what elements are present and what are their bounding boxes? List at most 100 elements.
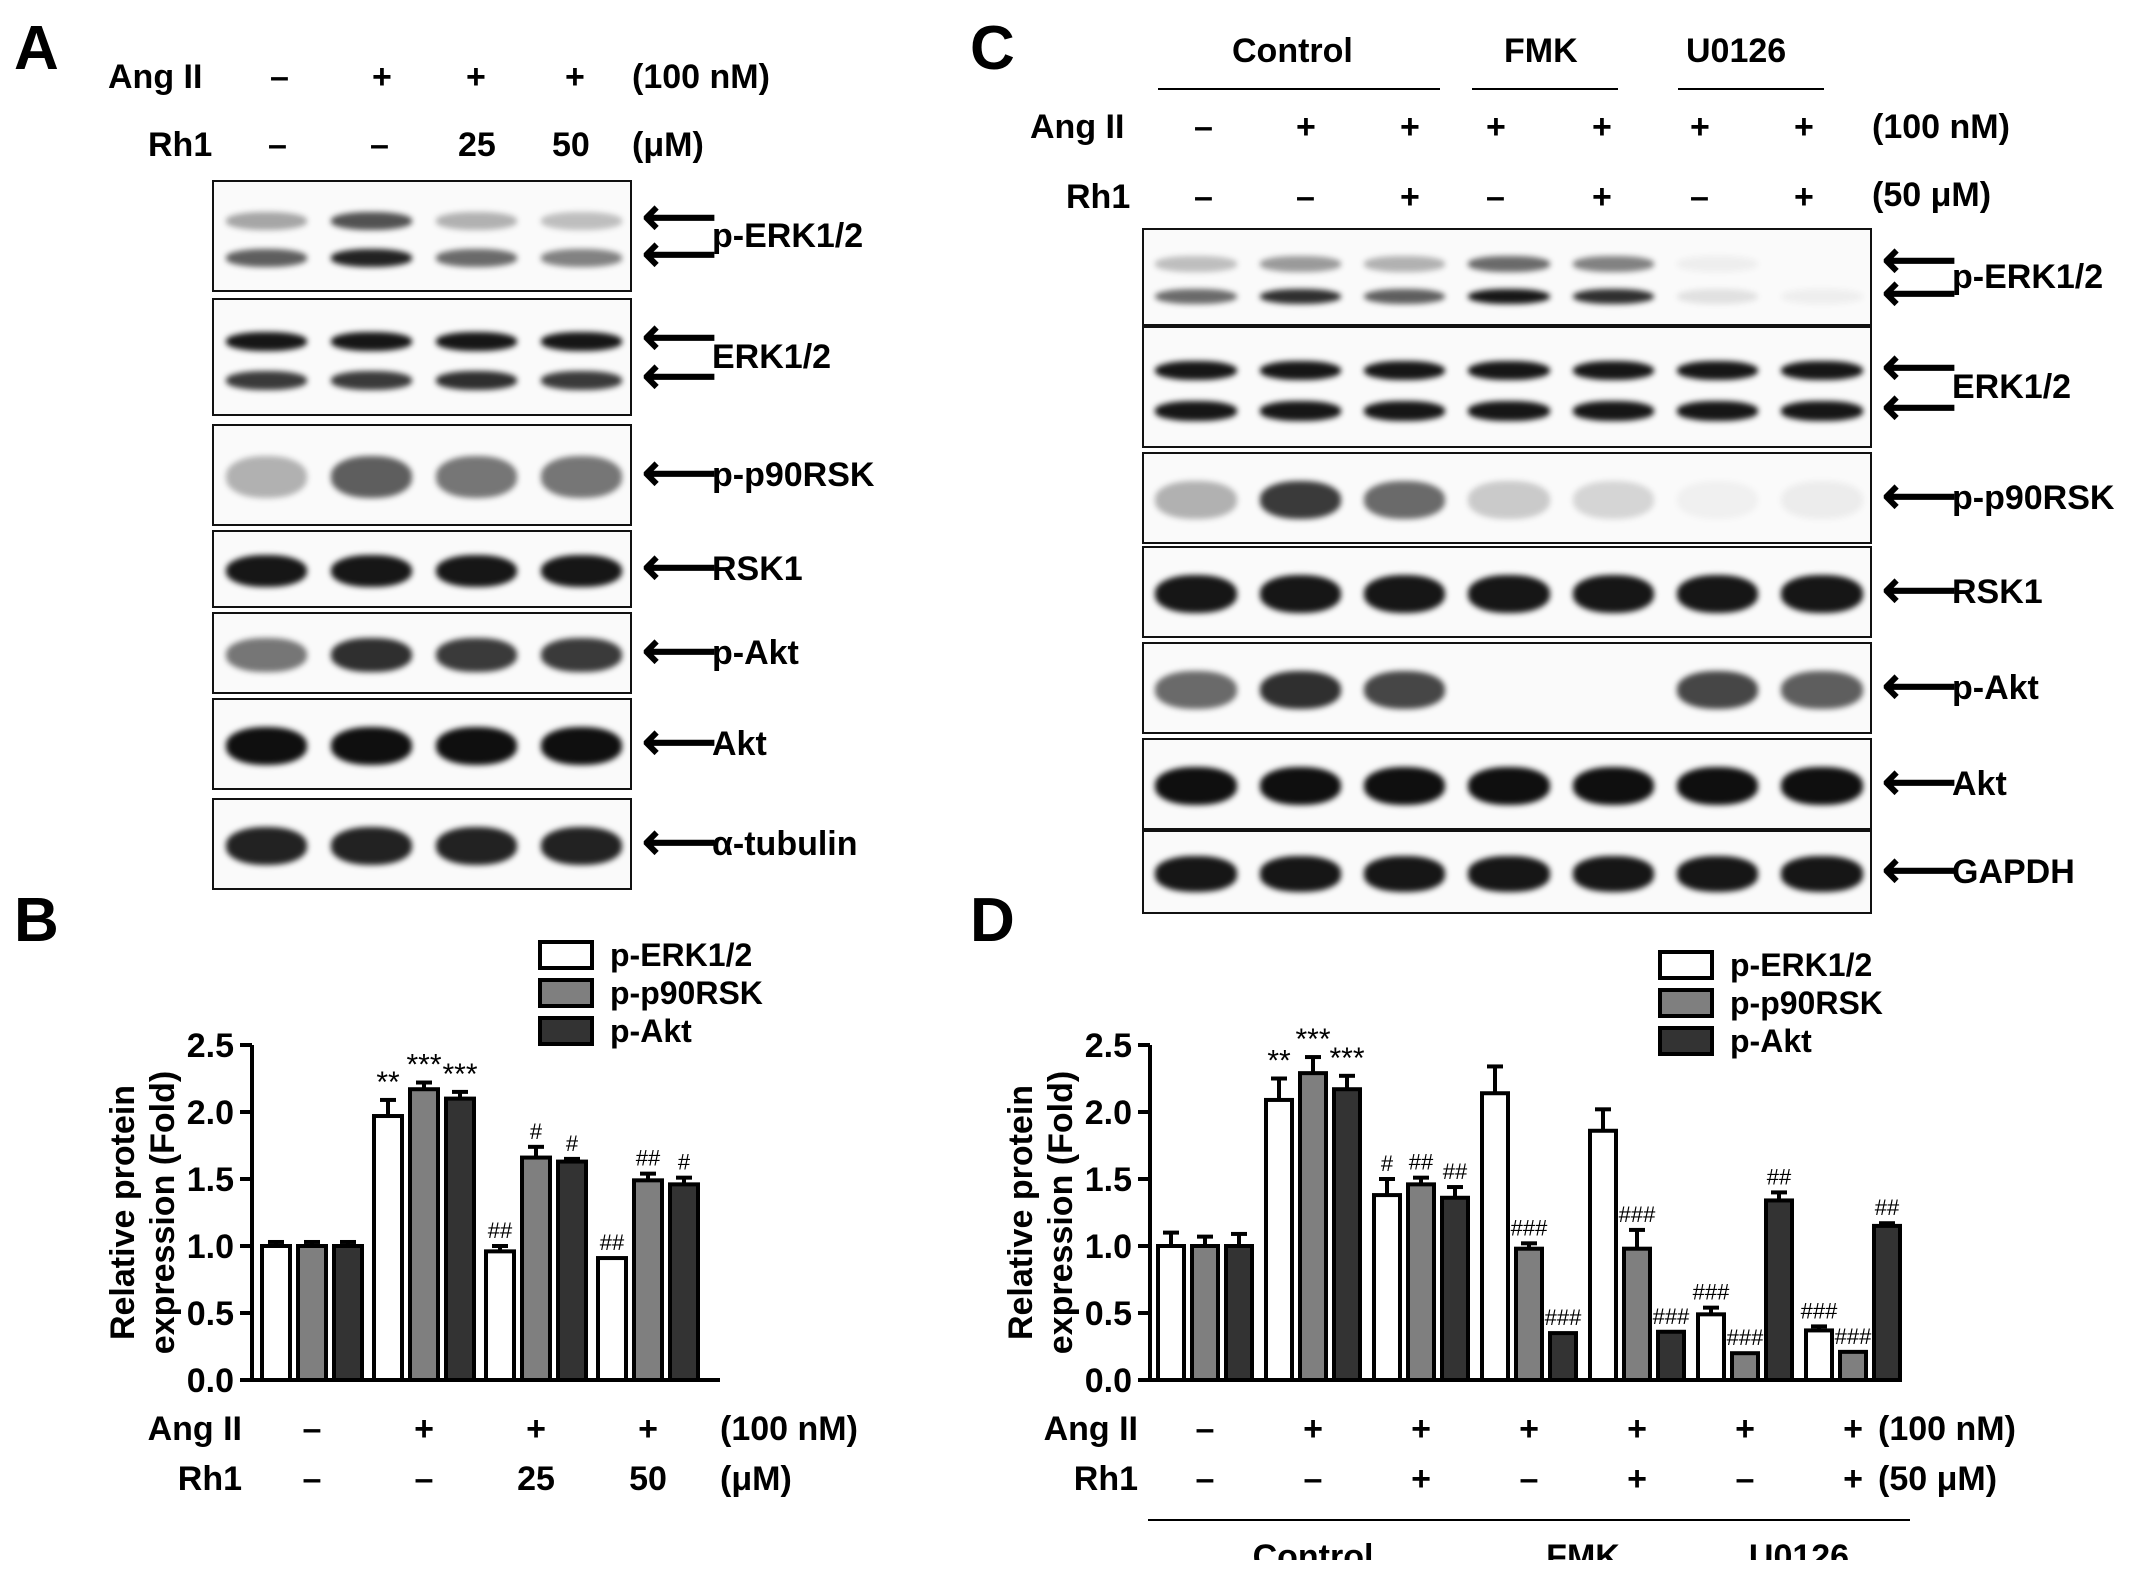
significance-label: ###	[1693, 1280, 1730, 1305]
panel-c-control-line	[1158, 88, 1440, 90]
significance-label: ***	[1295, 1023, 1330, 1056]
blot-label: GAPDH	[1952, 853, 2075, 891]
blot-strip-3	[212, 530, 632, 608]
blot-band	[330, 212, 413, 231]
legend-label: p-p90RSK	[1730, 985, 1883, 1021]
arrow-icon: ⟵	[642, 713, 717, 771]
panel-c-angii-mark: +	[1296, 108, 1316, 146]
y-tick-label: 2.0	[187, 1094, 234, 1132]
blot-band	[225, 554, 308, 588]
panel-c-group-fmk: FMK	[1504, 32, 1578, 70]
x-rh1-label: Rh1	[1074, 1460, 1138, 1498]
blot-band	[330, 249, 413, 268]
panel-a-rh1-2: –	[370, 126, 389, 164]
blot-band	[1259, 856, 1342, 892]
y-tick-label: 2.5	[1085, 1027, 1132, 1065]
chart-b: 0.0 0.5 1.0 1.5 2.0 2.5 Relative protein expres…	[104, 937, 858, 1498]
chart-d: 0.0 0.5 1.0 1.5 2.0 2.5 Relative protein expres…	[1002, 947, 2016, 1560]
blot-band	[1781, 856, 1863, 892]
blot-band	[1781, 288, 1863, 305]
x-rh1-unit: (50 μM)	[1878, 1460, 1997, 1498]
significance-label: #	[1381, 1151, 1394, 1176]
significance-label: ##	[1409, 1150, 1434, 1175]
bar	[1838, 1349, 1868, 1382]
x-angii-unit: (100 nM)	[720, 1410, 858, 1448]
blot-band	[1468, 856, 1550, 892]
blot-band	[1259, 670, 1342, 710]
blot-band	[435, 331, 518, 351]
blot-band	[1259, 360, 1342, 381]
blot-band	[435, 554, 518, 588]
bar	[408, 1087, 440, 1382]
blot-band	[1364, 766, 1446, 806]
arrow-icon: ⟵	[642, 538, 717, 596]
bar	[520, 1155, 552, 1382]
x-rh1-mark: –	[1736, 1460, 1755, 1498]
blot-label: p-Akt	[1952, 669, 2039, 707]
bar	[1622, 1246, 1652, 1382]
panel-c-rh1-mark: –	[1296, 178, 1315, 216]
blot-band	[1155, 766, 1237, 806]
blot-band	[1155, 360, 1237, 381]
blot-band	[225, 249, 308, 268]
blot-band	[435, 726, 518, 766]
y-tick-label: 1.0	[1085, 1228, 1132, 1266]
blot-band	[1468, 766, 1550, 806]
panel-c-angii-mark: +	[1794, 108, 1814, 146]
blot-label: p-ERK1/2	[1952, 258, 2104, 296]
blot-label: p-ERK1/2	[712, 217, 864, 255]
blot-band	[1781, 401, 1863, 421]
arrow-icon: ⟵	[642, 347, 717, 406]
blot-band	[435, 370, 518, 390]
blot-band	[540, 455, 623, 499]
bar	[1480, 1091, 1510, 1383]
blot-strip-0	[1142, 228, 1872, 326]
panel-c-group-control: Control	[1232, 32, 1353, 70]
blot-band	[1572, 766, 1654, 806]
panel-c-angii-label: Ang II	[1030, 108, 1125, 146]
x-angii-mark: +	[638, 1410, 658, 1448]
arrow-icon: ⟵	[1882, 231, 1957, 290]
x-rh1-mark: 25	[517, 1460, 555, 1498]
significance-label: ###	[1835, 1324, 1872, 1349]
y-tick-label: 0.0	[1085, 1362, 1132, 1400]
blot-band	[330, 726, 413, 766]
x-angii-mark: +	[526, 1410, 546, 1448]
blot-band	[1364, 288, 1446, 305]
arrow-icon: ⟵	[1882, 467, 1957, 525]
panel-c-rh1-mark: +	[1794, 178, 1814, 216]
blot-band	[1468, 574, 1550, 614]
blot-band	[1468, 360, 1550, 381]
blot-band	[1364, 856, 1446, 892]
blot-band	[1259, 574, 1342, 614]
blot-strip-0	[212, 180, 632, 292]
bar	[1224, 1244, 1254, 1382]
bar	[1730, 1351, 1760, 1383]
blot-band	[1259, 766, 1342, 806]
significance-label: #	[530, 1119, 543, 1144]
panel-c-fmk-line	[1472, 88, 1618, 90]
x-angii-mark: –	[303, 1410, 322, 1448]
blot-band	[540, 212, 623, 231]
blot-band	[1676, 360, 1759, 381]
blot-band	[1781, 574, 1863, 614]
blot-band	[435, 637, 518, 673]
panel-a-angii-2: +	[372, 58, 392, 96]
significance-label: ***	[1329, 1042, 1364, 1075]
blot-band	[1676, 288, 1759, 305]
significance-label: ###	[1801, 1298, 1838, 1323]
group-label: Control	[1253, 1538, 1374, 1560]
panel-a-angii-1: –	[270, 58, 289, 96]
blot-band	[540, 370, 623, 390]
arrow-icon: ⟵	[1882, 841, 1957, 899]
y-tick-label: 0.5	[1085, 1295, 1132, 1333]
blot-band	[225, 212, 308, 231]
blot-band	[1364, 401, 1446, 421]
blot-strip-1	[212, 298, 632, 416]
group-label: U0126	[1749, 1538, 1849, 1560]
x-rh1-mark: –	[303, 1460, 322, 1498]
x-angii-mark: +	[1735, 1410, 1755, 1448]
blot-band	[540, 726, 623, 766]
bar	[1548, 1331, 1578, 1383]
significance-label: ##	[488, 1218, 513, 1243]
